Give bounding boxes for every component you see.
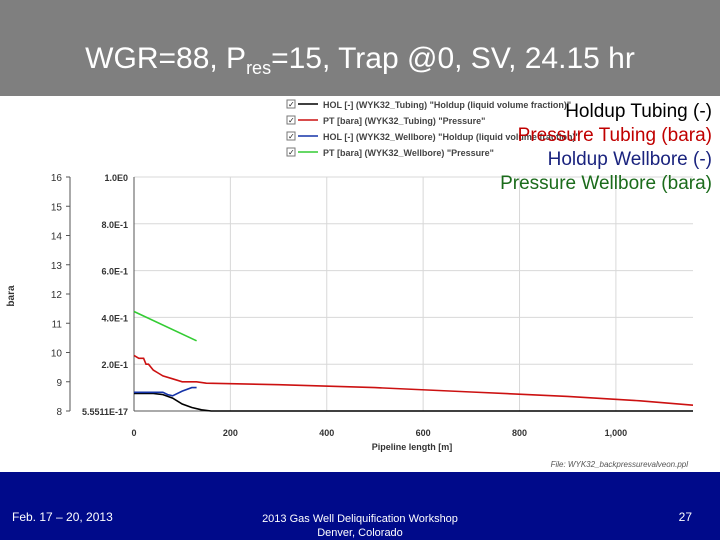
x-tick-label: 800 [512, 428, 527, 438]
x-tick-label: 400 [319, 428, 334, 438]
legend-check-mark: ✓ [288, 148, 295, 157]
title-rest: =15, Trap @0, SV, 24.15 hr [271, 42, 635, 75]
x-axis-label: Pipeline length [m] [372, 442, 453, 452]
y-left-tick-label: 13 [51, 261, 63, 272]
overlay-legend-item-1: Holdup Tubing (-) [565, 101, 712, 122]
legend-entry-2: PT [bara] (WYK32_Tubing) "Pressure" [323, 116, 485, 126]
y-left-tick-label: 16 [51, 173, 63, 184]
series-line-3 [134, 386, 197, 397]
y-right-tick-label: 2.0E-1 [101, 360, 128, 370]
footer-workshop: 2013 Gas Well Deliquification Workshop D… [230, 512, 490, 540]
y-left-tick-label: 9 [56, 378, 62, 389]
y-right-tick-label: 4.0E-1 [101, 313, 128, 323]
y-left-tick-label: 8 [56, 407, 62, 418]
legend-entry-3: HOL [-] (WYK32_Wellbore) "Holdup (liquid… [323, 132, 580, 142]
legend-check-mark: ✓ [288, 132, 295, 141]
pressure-holdup-chart: 0 200 400 600 800 1,000 Pipeline length [m] 8 9 1… [6, 99, 694, 469]
y-left-tick-label: 11 [52, 319, 63, 330]
file-label: File: WYK32_backpressurevalveon.ppl [551, 460, 689, 469]
legend-check-mark: ✓ [288, 116, 295, 125]
page-number: 27 [678, 510, 692, 524]
y-left-axis-label: bara [6, 285, 17, 307]
legend-check-mark: ✓ [288, 100, 295, 109]
legend-checkbox [286, 147, 296, 157]
overlay-legend-item-3: Holdup Wellbore (-) [547, 149, 712, 170]
x-tick-label: 0 [131, 428, 136, 438]
footer-workshop-line2: Denver, Colorado [317, 527, 403, 539]
y-right-tick-label: 8.0E-1 [101, 220, 128, 230]
y-right-tick-label: 1.0E0 [104, 173, 128, 183]
y-right-tick-label: 5.5511E-17 [82, 407, 128, 417]
y-left-tick-label: 12 [51, 290, 63, 301]
x-tick-label: 600 [416, 428, 431, 438]
series-line-1 [134, 392, 693, 412]
overlay-legend-item-2: Pressure Tubing (bara) [517, 125, 712, 146]
y-left-tick-label: 10 [51, 349, 63, 360]
series-line-2 [133, 354, 694, 406]
x-tick-label: 200 [223, 428, 238, 438]
title-subscript: res [246, 58, 272, 78]
footer-bar: Feb. 17 – 20, 2013 2013 Gas Well Deliqui… [0, 472, 720, 540]
series-line-4 [133, 310, 197, 342]
legend-entry-1: HOL [-] (WYK32_Tubing) "Holdup (liquid v… [323, 100, 571, 110]
legend-checkbox [286, 131, 296, 141]
slide-title: WGR=88, Pres=15, Trap @0, SV, 24.15 hr [0, 42, 720, 79]
footer-date: Feb. 17 – 20, 2013 [12, 510, 113, 524]
y-right-tick-label: 6.0E-1 [101, 267, 128, 277]
legend-checkbox [286, 99, 296, 109]
x-tick-label: 1,000 [605, 428, 628, 438]
y-left-tick-label: 15 [51, 202, 63, 213]
overlay-legend: Holdup Tubing (-) Pressure Tubing (bara) H… [412, 100, 712, 196]
legend-checkbox [286, 115, 296, 125]
title-bar [0, 0, 720, 96]
title-main: WGR=88, P [85, 42, 247, 75]
footer-workshop-line1: 2013 Gas Well Deliquification Workshop [262, 513, 458, 525]
legend-entry-4: PT [bara] (WYK32_Wellbore) "Pressure" [323, 148, 494, 158]
overlay-legend-item-4: Pressure Wellbore (bara) [500, 173, 712, 194]
y-left-tick-label: 14 [51, 232, 63, 243]
